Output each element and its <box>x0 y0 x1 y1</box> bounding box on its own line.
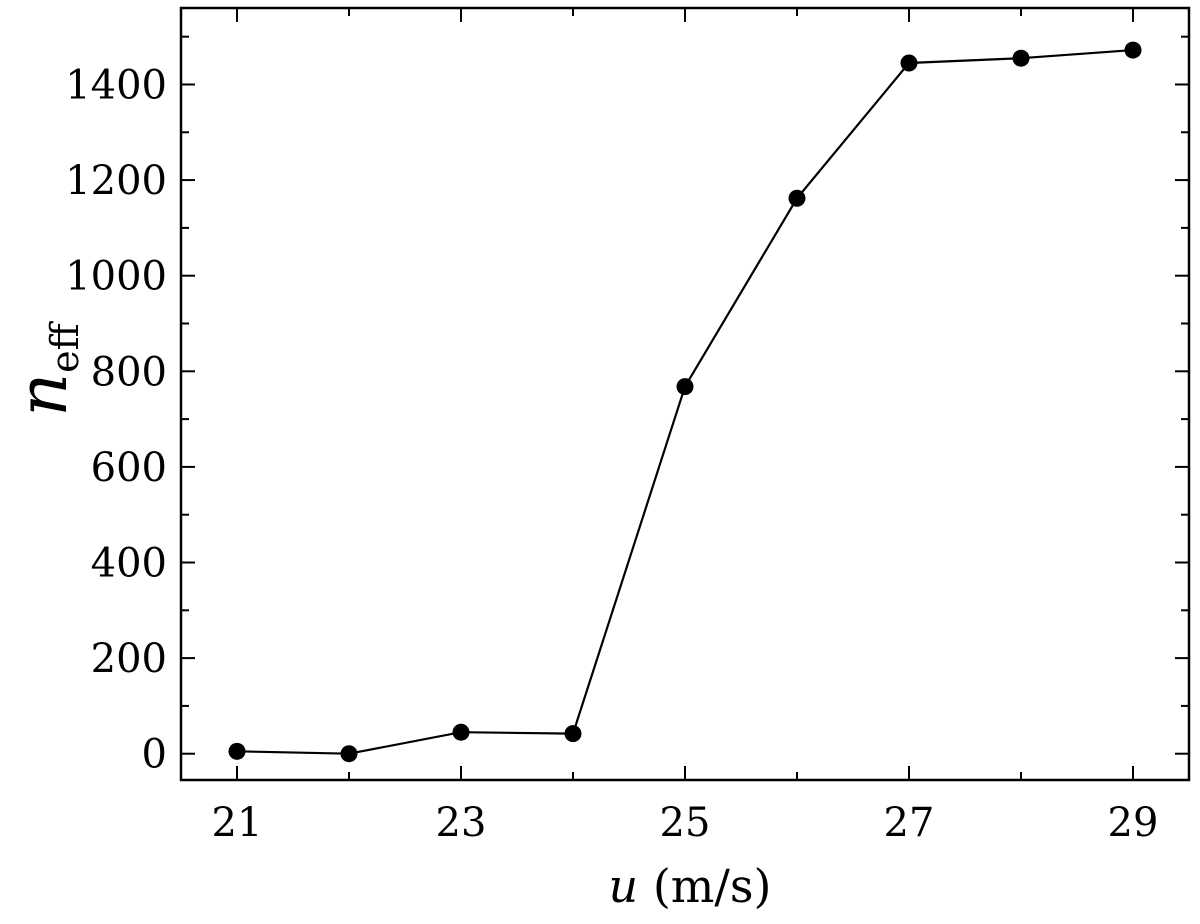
data-point <box>1012 49 1030 67</box>
data-point <box>340 745 358 763</box>
y-tick-label: 0 <box>142 732 167 778</box>
y-axis-variable: n <box>4 373 83 417</box>
data-point <box>1124 41 1142 59</box>
x-axis-label: u (m/s) <box>609 859 772 913</box>
y-tick-label: 200 <box>91 636 167 682</box>
y-tick-label: 1400 <box>65 62 167 108</box>
tick-labels: 21 23 25 27 29 0 200 400 600 800 1000 1200 1400 <box>65 62 1158 846</box>
x-tick-label: 25 <box>660 800 711 846</box>
y-axis-label: neff <box>4 320 87 416</box>
data-point <box>788 189 806 207</box>
x-tick-label: 29 <box>1108 800 1159 846</box>
x-axis-variable: u <box>609 859 639 913</box>
x-tick-label: 23 <box>436 800 487 846</box>
data-point <box>452 723 470 741</box>
x-axis-unit: (m/s) <box>653 859 772 913</box>
data-point <box>228 742 246 760</box>
y-tick-label: 1000 <box>65 254 167 300</box>
series <box>228 41 1142 763</box>
data-point <box>564 725 582 743</box>
x-tick-label: 27 <box>884 800 935 846</box>
y-tick-label: 1200 <box>65 158 167 204</box>
y-tick-label: 800 <box>91 349 167 395</box>
series-line <box>236 48 1134 755</box>
y-tick-label: 400 <box>91 541 167 587</box>
y-tick-label: 600 <box>91 445 167 491</box>
x-tick-label: 21 <box>212 800 263 846</box>
data-point <box>900 54 918 72</box>
ticks <box>181 8 1189 780</box>
data-point <box>676 378 694 396</box>
y-axis-subscript: eff <box>43 320 87 372</box>
